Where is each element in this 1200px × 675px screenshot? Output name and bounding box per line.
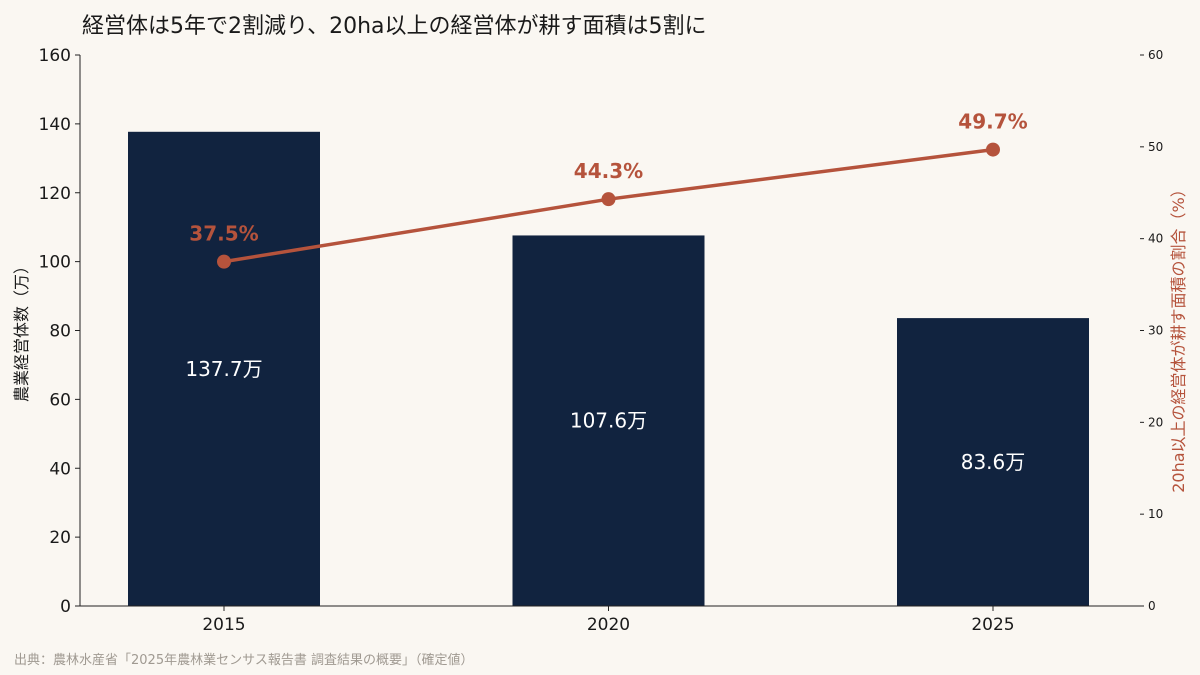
- y-tick-left-label: 160: [39, 46, 71, 66]
- line-value-label-2015: 37.5%: [189, 222, 258, 246]
- y-tick-right-label: 60: [1148, 48, 1163, 62]
- y-tick-right-label: 50: [1148, 140, 1163, 154]
- y-tick-left-label: 100: [39, 253, 71, 273]
- y-tick-left-label: 80: [49, 322, 71, 342]
- y-tick-left-label: 120: [39, 184, 71, 204]
- y-tick-right-label: 40: [1148, 232, 1163, 246]
- line-point-2015: [217, 254, 231, 269]
- bar-value-label-2015: 137.7万: [185, 357, 262, 381]
- bar-value-label-2025: 83.6万: [961, 450, 1026, 474]
- bar-2020: [512, 235, 705, 606]
- y-tick-left-label: 20: [49, 528, 71, 548]
- line-point-2020: [601, 192, 616, 207]
- line-point-2025: [986, 142, 1000, 157]
- bar-2015: [128, 131, 320, 606]
- y-tick-left-label: 60: [49, 390, 71, 410]
- line-group: 37.5% 44.3% 49.7%: [189, 110, 1028, 269]
- y-tick-right-label: 20: [1148, 415, 1163, 429]
- x-tick-label-2020: 2020: [587, 615, 630, 635]
- chart-title: 経営体は5年で2割減り、20ha以上の経営体が耕す面積は5割に: [82, 14, 707, 39]
- y-tick-left-label: 140: [39, 115, 71, 135]
- y-tick-right-label: 10: [1148, 507, 1163, 521]
- y-tick-right-label: 0: [1148, 599, 1156, 613]
- line-value-label-2020: 44.3%: [574, 159, 643, 183]
- source-note: 出典：農林水産省「2025年農林業センサス報告書 調査結果の概要」（確定値）: [14, 652, 473, 668]
- bars-group: 137.7万 107.6万 83.6万: [128, 131, 1089, 606]
- y-axis-label-right: 20ha以上の経営体が耕す面積の割合（%）: [1169, 181, 1188, 493]
- y-tick-left-label: 0: [60, 597, 71, 617]
- axes-group: 0 20 40 60 80 100 120 140 160 0 10 20 30 40 50 60 2015 20…: [39, 46, 1164, 635]
- y-tick-left-label: 40: [49, 459, 71, 479]
- x-tick-label-2015: 2015: [202, 615, 245, 635]
- x-tick-label-2025: 2025: [971, 615, 1014, 635]
- y-tick-right-label: 30: [1148, 324, 1163, 338]
- bar-2025: [897, 318, 1089, 606]
- y-axis-label-left: 農業経営体数（万）: [12, 258, 31, 402]
- line-value-label-2025: 49.7%: [958, 110, 1027, 134]
- bar-value-label-2020: 107.6万: [570, 409, 647, 433]
